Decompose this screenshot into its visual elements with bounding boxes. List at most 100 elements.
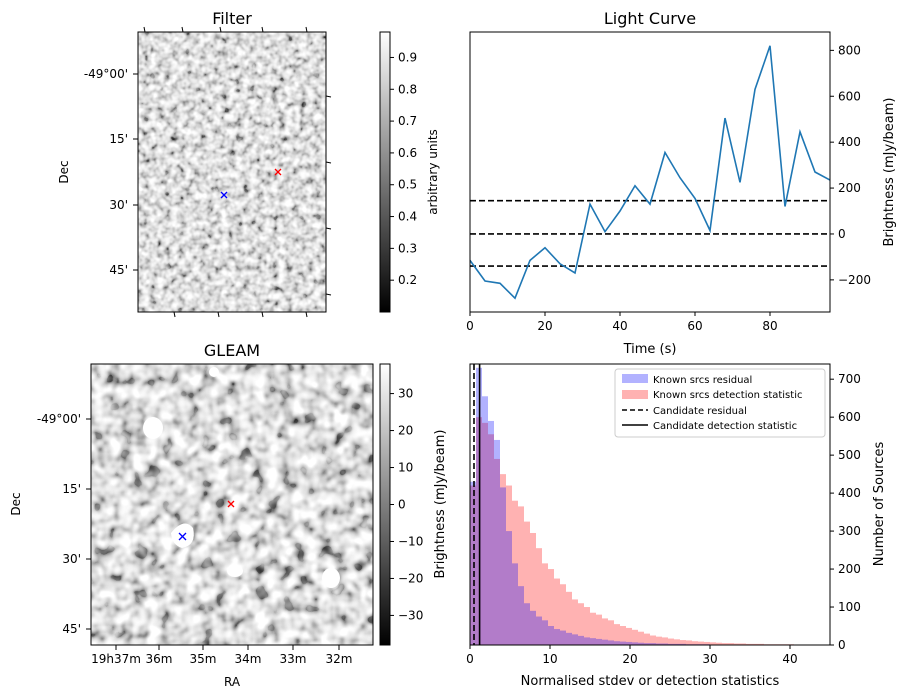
light-curve-title: Light Curve bbox=[604, 9, 696, 28]
histogram-bar bbox=[656, 643, 662, 645]
histogram-bar bbox=[512, 563, 518, 645]
histogram-x-tick-label: 40 bbox=[782, 652, 797, 666]
legend-label: Candidate residual bbox=[653, 406, 747, 417]
histogram-bar bbox=[536, 616, 542, 645]
colorbar-tick-label: 0.7 bbox=[398, 114, 417, 128]
histogram-bar bbox=[536, 548, 542, 645]
histogram-bar bbox=[524, 603, 530, 645]
histogram-bar bbox=[494, 458, 500, 645]
gleam-title: GLEAM bbox=[204, 341, 260, 360]
histogram-bar bbox=[680, 643, 686, 645]
histogram-bar bbox=[530, 532, 536, 645]
histogram-bar bbox=[596, 638, 602, 645]
histogram-bar bbox=[500, 474, 506, 645]
histogram-bar bbox=[686, 640, 692, 645]
histogram-bar bbox=[668, 643, 674, 645]
histogram-bar bbox=[584, 637, 590, 645]
histogram-legend: Known srcs residual Known srcs detection… bbox=[614, 368, 826, 438]
filter-colorbar-label: arbitrary units bbox=[426, 129, 440, 215]
gleam-ytick-label: 45' bbox=[62, 622, 81, 636]
gleam-ytick-label: -49°00' bbox=[37, 412, 81, 426]
histogram-bar bbox=[584, 607, 590, 645]
histogram-bar bbox=[662, 637, 668, 645]
histogram-y-ticks: 0 100 200 300 400 500 600 700 bbox=[830, 372, 861, 652]
histogram-bar bbox=[500, 487, 506, 645]
colorbar-tick-label: 0.9 bbox=[398, 50, 417, 64]
light-curve-x-ticks: 0 20 40 60 80 bbox=[466, 312, 778, 333]
histogram-x-tick-label: 20 bbox=[622, 652, 637, 666]
histogram-bar bbox=[542, 563, 548, 645]
histogram-bar bbox=[650, 635, 656, 645]
histogram-panel: 0 10 20 30 40 0 100 200 300 400 500 600 700 Normali… bbox=[466, 363, 887, 689]
light-curve-y-tick-label: 200 bbox=[838, 181, 861, 195]
gleam-candidate-marker bbox=[227, 500, 235, 508]
light-curve-x-tick-label: 60 bbox=[687, 319, 702, 333]
histogram-x-tick-label: 10 bbox=[542, 652, 557, 666]
gleam-xtick-label: 32m bbox=[326, 652, 353, 666]
gleam-image-frame bbox=[90, 363, 374, 646]
filter-ytick-label: 45' bbox=[109, 263, 128, 277]
gleam-ytick-labels: -49°00' 15' 30' 45' bbox=[37, 412, 81, 636]
histogram-bar bbox=[656, 636, 662, 645]
light-curve-series-line bbox=[469, 45, 831, 300]
histogram-x-ticks: 0 10 20 30 40 bbox=[466, 645, 798, 666]
histogram-bar bbox=[470, 481, 476, 645]
histogram-bar bbox=[518, 586, 524, 645]
histogram-bar bbox=[746, 643, 752, 645]
histogram-y-tick-label: 400 bbox=[838, 486, 861, 500]
legend-frame bbox=[614, 368, 826, 438]
histogram-bar bbox=[494, 439, 500, 645]
histogram-bar bbox=[608, 620, 614, 645]
histogram-xlabel: Normalised stdev or detection statistics bbox=[521, 674, 780, 689]
filter-title: Filter bbox=[212, 9, 252, 28]
histogram-bar bbox=[698, 641, 704, 645]
histogram-bar bbox=[734, 643, 740, 645]
gleam-colorbar bbox=[379, 363, 391, 646]
histogram-bar bbox=[602, 639, 608, 645]
histogram-bar bbox=[560, 630, 566, 645]
histogram-bar bbox=[608, 640, 614, 645]
filter-image-frame bbox=[137, 31, 327, 313]
histogram-bar bbox=[620, 626, 626, 645]
histogram-bar bbox=[626, 641, 632, 645]
histogram-bar bbox=[566, 591, 572, 645]
colorbar-tick-label: −30 bbox=[398, 608, 423, 622]
histogram-bar bbox=[728, 643, 734, 645]
histogram-bar bbox=[542, 620, 548, 645]
filter-ticks bbox=[133, 26, 332, 318]
colorbar-tick-label: −10 bbox=[398, 534, 423, 548]
legend-label: Candidate detection statistic bbox=[653, 421, 797, 432]
histogram-bar bbox=[566, 632, 572, 645]
histogram-bar bbox=[692, 641, 698, 645]
light-curve-axes-frame bbox=[469, 31, 831, 313]
histogram-y-tick-label: 600 bbox=[838, 410, 861, 424]
histogram-bar bbox=[482, 396, 488, 645]
histogram-bar bbox=[482, 422, 488, 645]
histogram-x-tick-label: 0 bbox=[466, 652, 474, 666]
light-curve-y-tick-label: 400 bbox=[838, 135, 861, 149]
gleam-ticks bbox=[86, 418, 340, 650]
histogram-bar bbox=[470, 485, 476, 645]
histogram-bar bbox=[650, 643, 656, 645]
colorbar-tick-label: 20 bbox=[398, 424, 413, 438]
gleam-reference-marker bbox=[178, 532, 187, 541]
histogram-bar bbox=[638, 642, 644, 645]
light-curve-reference-lines bbox=[470, 199, 830, 267]
gleam-xtick-label: 36m bbox=[146, 652, 173, 666]
histogram-y-tick-label: 100 bbox=[838, 600, 861, 614]
histogram-bar bbox=[710, 642, 716, 645]
legend-swatch-detection bbox=[622, 390, 648, 399]
colorbar-tick-label: 0.4 bbox=[398, 210, 417, 224]
light-curve-ylabel: Brightness (mJy/beam) bbox=[882, 98, 897, 247]
gleam-ytick-label: 30' bbox=[62, 552, 81, 566]
light-curve-y-tick-label: −200 bbox=[838, 273, 871, 287]
histogram-bar bbox=[662, 643, 668, 645]
histogram-bar bbox=[644, 633, 650, 645]
gleam-xtick-label: 35m bbox=[190, 652, 217, 666]
histogram-y-tick-label: 300 bbox=[838, 524, 861, 538]
histogram-bar bbox=[674, 639, 680, 645]
legend-label: Known srcs residual bbox=[653, 375, 752, 386]
histogram-bar bbox=[632, 629, 638, 645]
light-curve-x-tick-label: 80 bbox=[762, 319, 777, 333]
